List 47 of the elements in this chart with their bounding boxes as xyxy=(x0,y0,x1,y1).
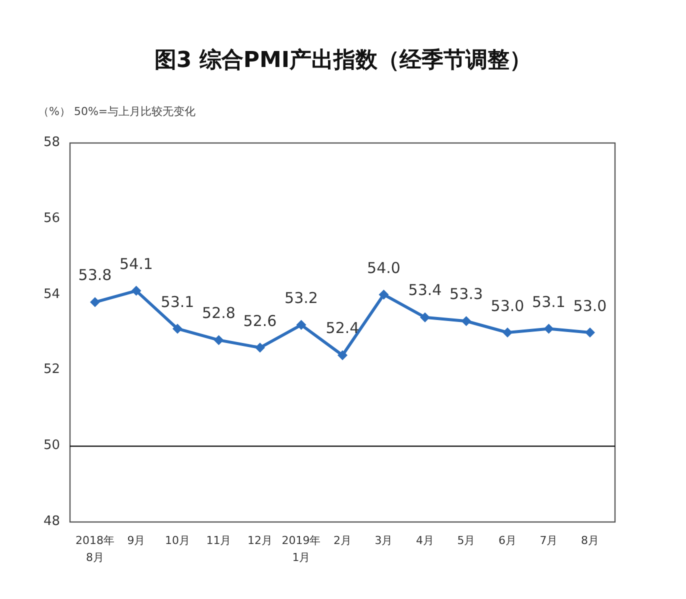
point xyxy=(420,312,430,322)
data-label: 53.1 xyxy=(160,292,196,311)
data-label: 53.1 xyxy=(531,292,566,311)
xtick: 3月 xyxy=(374,533,394,549)
xtick: 2018年8月 xyxy=(75,533,115,566)
point xyxy=(131,286,142,296)
point xyxy=(502,328,512,338)
data-label: 53.0 xyxy=(490,296,526,314)
xtick: 8月 xyxy=(580,533,600,549)
data-label: 53.4 xyxy=(407,281,443,300)
point xyxy=(338,350,348,360)
xtick: 2月 xyxy=(332,533,352,549)
data-label: 53.8 xyxy=(77,266,113,284)
xtick: 11月 xyxy=(205,533,232,549)
ytick: 52 xyxy=(42,362,60,378)
annotation: （%） 50%=与上月比较无变化 xyxy=(38,104,196,119)
data-label: 53.3 xyxy=(448,285,484,304)
point xyxy=(585,328,595,338)
point xyxy=(461,316,472,326)
data-label: 54.1 xyxy=(118,254,154,273)
data-label: 53.2 xyxy=(284,288,319,307)
xtick: 5月 xyxy=(456,533,476,549)
ytick: 50 xyxy=(42,438,60,454)
xtick: 7月 xyxy=(538,533,559,549)
point xyxy=(296,320,306,330)
xtick: 4月 xyxy=(415,533,435,549)
xtick: 2019年1月 xyxy=(281,533,322,566)
ytick: 56 xyxy=(42,210,60,226)
point xyxy=(172,324,182,334)
ytick: 54 xyxy=(42,286,60,302)
xtick: 9月 xyxy=(126,533,146,549)
data-label: 54.0 xyxy=(366,258,402,277)
data-label: 52.8 xyxy=(201,304,236,322)
xtick: 6月 xyxy=(498,533,518,549)
ytick: 48 xyxy=(42,514,60,529)
xtick: 10月 xyxy=(164,533,191,549)
data-label: 53.0 xyxy=(572,296,608,314)
data-label: 52.6 xyxy=(242,312,278,330)
xtick: 12月 xyxy=(246,533,274,549)
title: 图3 综合PMI产出指数（经季节调整） xyxy=(153,47,533,75)
point xyxy=(544,324,554,334)
point xyxy=(90,297,100,308)
data-label: 52.4 xyxy=(324,319,360,338)
point xyxy=(378,290,389,300)
point xyxy=(214,335,224,346)
ytick: 58 xyxy=(42,135,60,150)
point xyxy=(255,342,265,353)
